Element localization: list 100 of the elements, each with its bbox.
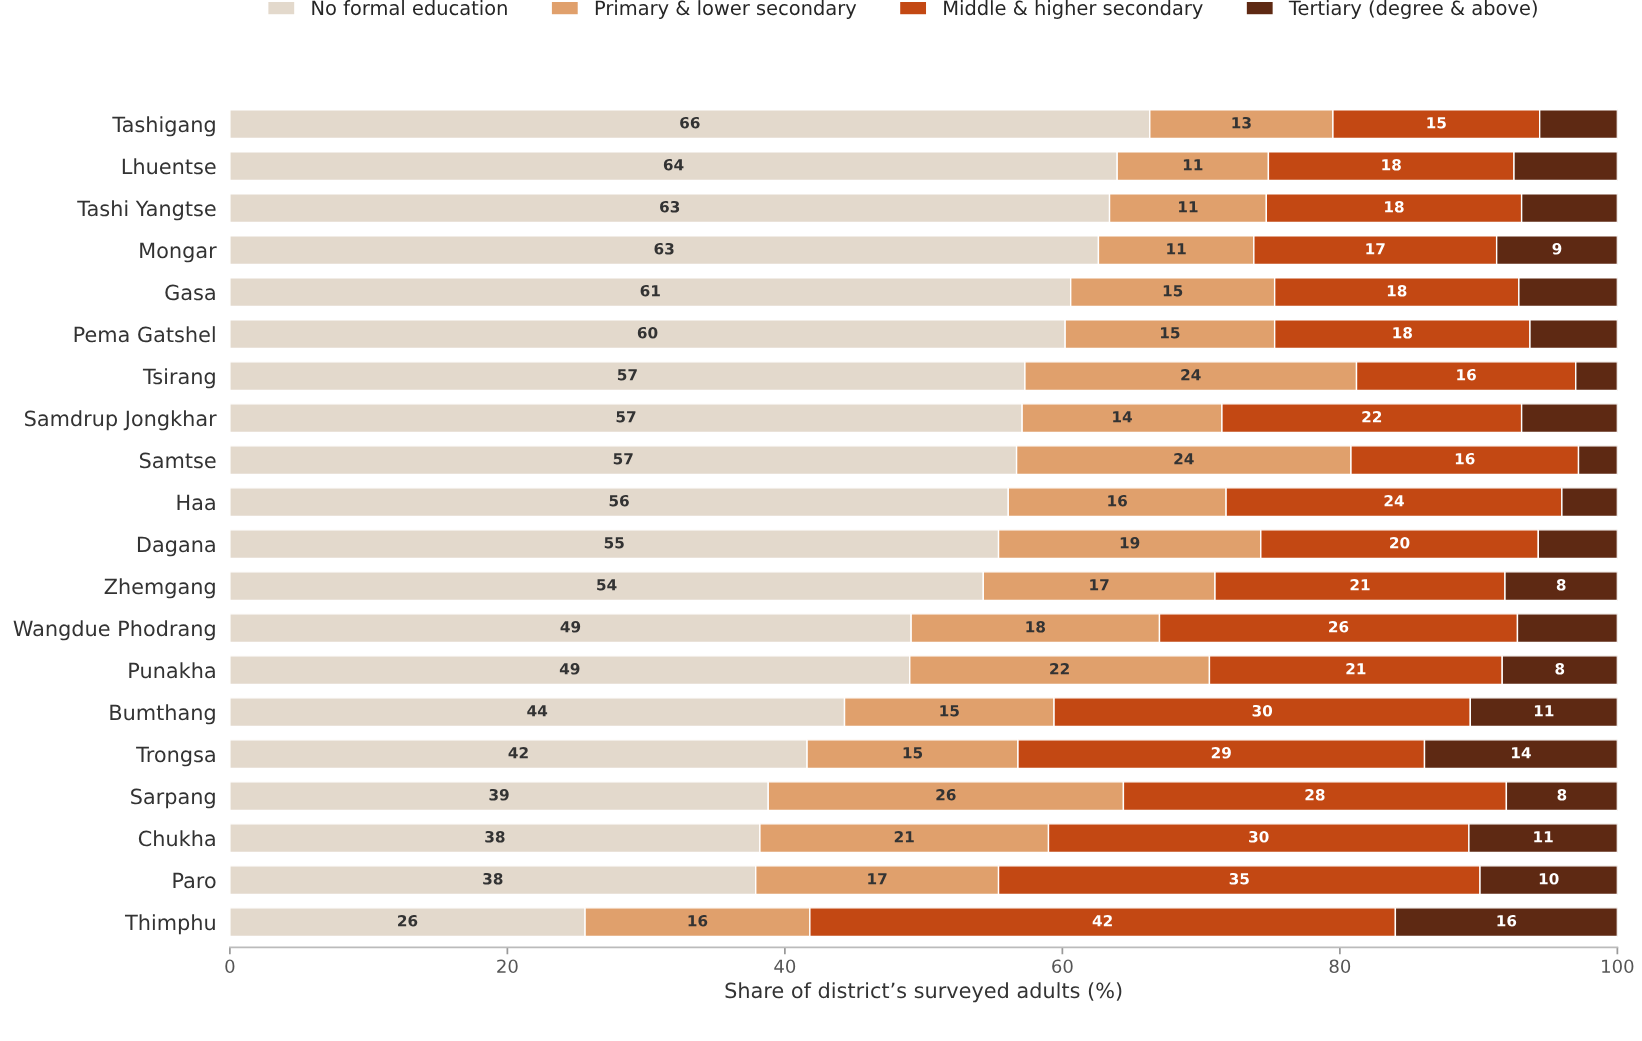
legend-label: No formal education	[312, 0, 507, 16]
y-tick-label: Chukha	[138, 830, 215, 847]
y-tick-label: Dagana	[137, 536, 215, 557]
x-tick-label: 0	[225, 959, 235, 974]
data-label: 8	[1557, 788, 1567, 801]
data-label: 15	[940, 705, 959, 717]
data-label: 28	[1305, 788, 1325, 801]
data-label: 42	[508, 746, 528, 759]
data-label: 54	[597, 579, 617, 591]
legend-label: Middle & higher secondary	[944, 0, 1203, 19]
y-tick-label: Gasa	[165, 284, 215, 301]
data-label: 16	[1457, 368, 1476, 381]
data-label: 15	[903, 747, 923, 759]
data-label: 16	[1108, 494, 1127, 507]
y-tick-label: Thimphu	[124, 914, 215, 935]
data-label: 49	[560, 621, 581, 633]
data-label: 30	[1249, 830, 1269, 843]
y-tick-label: Bumthang	[110, 704, 215, 725]
y-tick-label: Punakha	[129, 662, 215, 679]
data-label: 11	[1167, 243, 1186, 255]
data-label: 22	[1362, 410, 1382, 423]
x-tick-label: 20	[497, 959, 518, 974]
y-tick-label: Trongsa	[136, 746, 215, 767]
data-label: 17	[1366, 243, 1385, 255]
data-label: 55	[604, 537, 624, 549]
data-label: 21	[894, 830, 914, 843]
y-tick-label: Zhemgang	[104, 578, 215, 599]
data-label: 16	[1455, 452, 1475, 465]
data-label: 9	[1552, 242, 1562, 255]
data-label: 57	[616, 411, 636, 423]
data-label: 15	[1161, 327, 1180, 339]
legend-label: Tertiary (degree & above)	[1288, 0, 1537, 19]
data-label: 11	[1183, 159, 1203, 171]
x-tick-label: 60	[1052, 959, 1073, 974]
data-label: 15	[1163, 285, 1183, 297]
y-tick-label: Tsirang	[142, 368, 215, 389]
data-label: 19	[1120, 536, 1140, 549]
x-tick-label: 40	[774, 959, 796, 974]
y-tick-label: Samtse	[139, 452, 216, 469]
data-label: 35	[1229, 872, 1249, 885]
y-tick-label: Sarpang	[131, 788, 215, 809]
data-label: 30	[1252, 704, 1273, 717]
x-axis-title: Share of district’s surveyed adults (%)	[725, 982, 1122, 1003]
data-label: 26	[936, 788, 956, 801]
y-tick-label: Pema Gatshel	[74, 326, 215, 343]
y-tick-label: Tashi Yangtse	[77, 200, 216, 221]
data-label: 57	[617, 369, 637, 381]
data-label: 8	[1555, 662, 1565, 675]
data-label: 64	[663, 158, 684, 171]
y-tick-label: Samdrup Jongkhar	[25, 410, 217, 431]
data-label: 14	[1512, 747, 1531, 759]
data-label: 42	[1092, 914, 1112, 927]
data-label: 17	[868, 873, 887, 885]
data-label: 11	[1179, 201, 1198, 213]
data-label: 24	[1181, 368, 1201, 381]
data-label: 56	[609, 494, 629, 507]
data-label: 14	[1113, 411, 1132, 423]
data-label: 38	[483, 872, 503, 885]
data-label: 18	[1385, 200, 1404, 213]
legend-label: Primary & lower secondary	[595, 0, 857, 19]
data-label: 66	[680, 116, 700, 129]
y-tick-label: Paro	[173, 872, 216, 889]
data-label: 16	[1497, 915, 1517, 927]
data-label: 8	[1556, 578, 1566, 591]
data-label: 11	[1534, 705, 1554, 717]
data-label: 44	[527, 705, 548, 717]
data-label: 22	[1050, 662, 1069, 675]
y-tick-label: Tashigang	[112, 116, 215, 137]
y-tick-label: Haa	[177, 494, 215, 511]
data-label: 57	[613, 453, 633, 465]
data-label: 11	[1534, 831, 1553, 843]
data-label: 18	[1387, 284, 1407, 297]
x-tick-label: 80	[1329, 959, 1351, 974]
data-label: 10	[1539, 872, 1559, 885]
data-label: 16	[688, 915, 708, 927]
y-tick-label: Wangdue Phodrang	[13, 620, 215, 641]
data-label: 49	[559, 663, 580, 675]
data-label: 18	[1026, 620, 1045, 633]
data-label: 29	[1211, 746, 1231, 759]
x-tick-label: 100	[1602, 959, 1634, 974]
data-label: 20	[1390, 536, 1410, 549]
data-label: 63	[660, 200, 680, 213]
data-label: 38	[485, 830, 505, 843]
data-label: 61	[640, 284, 660, 297]
data-label: 13	[1232, 116, 1251, 129]
data-label: 63	[654, 242, 674, 255]
data-label: 17	[1090, 579, 1109, 591]
y-tick-label: Lhuentse	[122, 158, 216, 175]
data-label: 15	[1427, 117, 1446, 129]
data-label: 18	[1393, 326, 1412, 339]
data-label: 39	[489, 788, 509, 801]
data-label: 24	[1384, 494, 1404, 507]
data-label: 18	[1382, 158, 1401, 171]
data-label: 21	[1346, 662, 1366, 675]
data-label: 21	[1350, 578, 1370, 591]
y-tick-label: Mongar	[140, 242, 217, 263]
data-label: 26	[1329, 620, 1349, 633]
data-label: 26	[398, 914, 418, 927]
data-label: 60	[637, 326, 658, 339]
data-label: 24	[1174, 452, 1194, 465]
